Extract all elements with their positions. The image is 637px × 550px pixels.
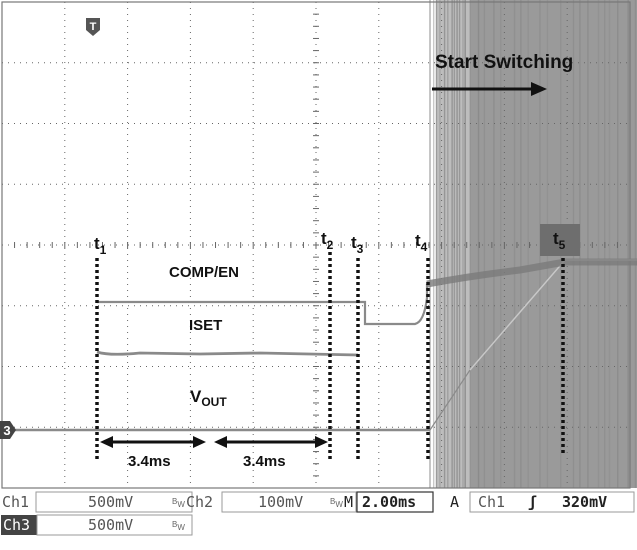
- t1-label: t1: [94, 234, 107, 257]
- ch1-bw-indicator: BW: [172, 497, 185, 509]
- time-marker-lines: [95, 252, 565, 462]
- t1-label-main: t: [94, 234, 100, 253]
- t4-label-sub: 4: [421, 240, 428, 254]
- ch3-scale: 500mV: [88, 516, 133, 534]
- vout-ramp-trace: [429, 369, 471, 431]
- duration-arrow-2: [214, 436, 328, 448]
- start-switching-arrow: [432, 82, 547, 96]
- vout-label: VOUT: [190, 387, 227, 409]
- waveform-traces: [0, 258, 637, 432]
- ch3-ground-marker-label: 3: [3, 423, 10, 438]
- ch1-scale-box: [35, 491, 193, 513]
- trigger-source: Ch1: [478, 493, 505, 511]
- ch3-scale-box: [36, 514, 193, 536]
- status-readout: Ch1 500mV BW Ch2 100mV BW M 2.00ms A Ch1…: [0, 489, 637, 550]
- ch3-bw-indicator: BW: [172, 520, 185, 532]
- ch1-label: Ch1: [2, 493, 29, 511]
- ch3-bw-sub: W: [177, 523, 185, 532]
- start-switching-label: Start Switching: [435, 52, 573, 73]
- duration-2-label: 3.4ms: [243, 453, 286, 470]
- timebase: 2.00ms: [362, 493, 416, 511]
- ch3-ground-marker: 3: [0, 421, 16, 439]
- t2-label-main: t: [321, 229, 327, 248]
- ch2-label: Ch2: [186, 493, 213, 511]
- trigger-marker: T: [86, 18, 100, 36]
- comp-en-label: COMP/EN: [169, 264, 239, 281]
- t3-label-sub: 3: [357, 242, 364, 256]
- trigger-level: 320mV: [562, 493, 607, 511]
- timebase-box: [356, 491, 434, 513]
- t5-label-sub: 5: [559, 238, 566, 252]
- timebase-prefix: M: [344, 493, 353, 511]
- switching-envelope-trace: [426, 258, 637, 288]
- duration-1-label: 3.4ms: [128, 453, 171, 470]
- graticule-grid: [1, 1, 631, 489]
- comp-en-trace: [97, 284, 429, 326]
- ch1-scale: 500mV: [88, 493, 133, 511]
- trigger-marker-label: T: [90, 21, 97, 33]
- t2-label-sub: 2: [327, 238, 334, 252]
- t3-label: t3: [351, 233, 364, 256]
- vout-label-sub: OUT: [201, 395, 227, 409]
- ch3-label-background: [1, 515, 37, 535]
- iset-label: ISET: [189, 317, 222, 334]
- switching-band: [429, 0, 637, 488]
- time-marker-labels: t1 t2 t3 t4 t5: [94, 229, 566, 257]
- grid-border: [1, 1, 631, 489]
- t3-label-main: t: [351, 233, 357, 252]
- vout-label-main: V: [190, 387, 202, 406]
- ch1-bw-sub: W: [177, 500, 185, 509]
- iset-trace: [96, 350, 359, 357]
- t5-label-main: t: [553, 229, 559, 248]
- t4-label-main: t: [415, 231, 421, 250]
- trigger-box: [469, 491, 635, 513]
- ch2-bw-sub: W: [335, 500, 343, 509]
- t5-label-background: [540, 224, 580, 256]
- trigger-slope-icon: ʃ: [528, 493, 537, 511]
- ch3-bw-main: B: [172, 520, 177, 529]
- t1-label-sub: 1: [100, 243, 107, 257]
- ch2-scale-box: [221, 491, 357, 513]
- ch3-label: Ch3: [3, 516, 30, 534]
- t5-label: t5: [553, 229, 566, 252]
- ch2-scale: 100mV: [258, 493, 303, 511]
- duration-arrow-1: [100, 436, 206, 448]
- ch1-bw-main: B: [172, 497, 177, 506]
- ch2-bw-indicator: BW: [330, 497, 343, 509]
- t2-label: t2: [321, 229, 334, 252]
- acquisition-mode: A: [450, 493, 459, 511]
- t4-label: t4: [415, 231, 428, 254]
- ch2-bw-main: B: [330, 497, 335, 506]
